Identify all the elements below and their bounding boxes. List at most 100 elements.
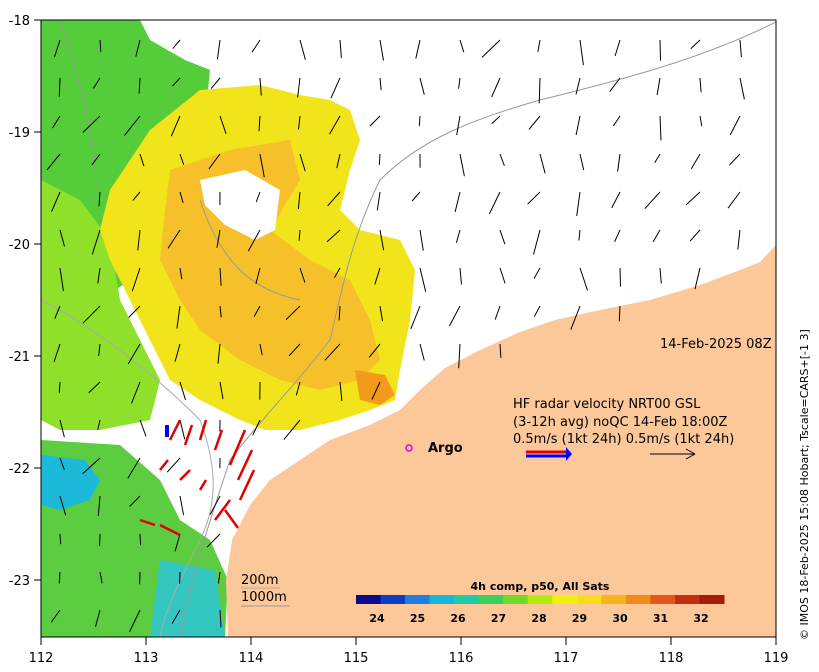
current-arrow (179, 153, 185, 165)
current-arrow (138, 77, 141, 94)
current-arrow (456, 115, 461, 136)
argo-marker (405, 444, 413, 452)
current-arrow (46, 153, 61, 171)
current-arrow (410, 305, 421, 330)
current-arrow (368, 343, 381, 358)
current-arrow (170, 115, 181, 137)
current-arrow (255, 267, 261, 285)
current-arrow (411, 191, 421, 202)
y-tick-label: -21 (9, 350, 30, 365)
colorbar-tick-label: 24 (369, 612, 385, 625)
current-arrow (210, 77, 221, 89)
current-arrow (324, 343, 341, 361)
current-arrow (533, 305, 541, 317)
current-arrow (135, 39, 141, 57)
current-arrow (217, 571, 221, 584)
current-arrow (299, 39, 306, 60)
current-arrow (124, 115, 141, 136)
colorbar-tick-label: 27 (491, 612, 506, 625)
current-arrow (619, 267, 621, 287)
current-arrow (283, 419, 301, 440)
sst-orange-hot (355, 370, 395, 405)
current-arrow (95, 609, 101, 627)
current-arrow (54, 305, 61, 319)
current-arrow (459, 39, 465, 53)
current-arrow (336, 153, 341, 169)
current-arrow (179, 419, 186, 440)
current-arrow (219, 267, 222, 286)
current-arrow (127, 343, 141, 365)
current-arrow (131, 267, 141, 292)
current-arrow (699, 77, 702, 93)
current-arrow (690, 39, 701, 50)
current-arrow (659, 115, 662, 141)
current-arrow (379, 305, 383, 321)
current-arrow (617, 153, 621, 172)
current-arrow (527, 191, 541, 205)
colorbar-segment (601, 595, 627, 604)
hf-radar-vectors (139, 419, 256, 537)
colorbar-title: 4h comp, p50, All Sats (471, 580, 610, 593)
current-arrow (253, 305, 261, 317)
colorbar-segment (576, 595, 602, 604)
current-arrow (575, 77, 581, 95)
current-arrow (99, 39, 102, 52)
current-arrow (97, 419, 101, 430)
current-arrow (659, 39, 661, 61)
current-arrow (139, 533, 142, 545)
current-arrow (216, 229, 221, 248)
y-tick-label: -23 (9, 574, 30, 589)
y-tick-label: -18 (9, 14, 30, 29)
current-arrow (338, 305, 341, 321)
current-arrow (54, 39, 61, 58)
current-arrow (51, 115, 61, 129)
current-arrow (737, 229, 741, 250)
hf-radar-scale: 0.5m/s (1kt 24h) 0.5m/s (1kt 24h) (513, 432, 734, 447)
current-arrow (174, 533, 181, 552)
current-arrow (258, 115, 261, 132)
current-arrow (209, 495, 221, 515)
current-arrow (58, 381, 61, 393)
current-arrow (727, 191, 741, 209)
current-arrow (285, 305, 301, 320)
current-arrow (91, 153, 101, 166)
current-arrow (494, 305, 501, 320)
current-arrow (167, 229, 181, 249)
y-tick-label: -20 (9, 238, 30, 253)
current-arrow (59, 457, 65, 471)
current-arrow (326, 229, 341, 243)
x-tick-label: 116 (449, 651, 474, 666)
current-arrow (127, 457, 141, 479)
current-arrow (91, 229, 101, 255)
current-arrow (694, 267, 701, 290)
current-arrow (299, 153, 306, 172)
current-arrow (415, 39, 421, 59)
current-arrow (379, 77, 382, 91)
current-arrow (459, 267, 462, 285)
current-arrow (374, 267, 381, 285)
current-arrow (339, 39, 342, 58)
current-arrow (98, 343, 101, 356)
current-arrow (533, 267, 541, 279)
current-arrow (219, 305, 222, 318)
current-arrow (729, 153, 741, 166)
current-arrow (644, 191, 661, 210)
current-arrow (376, 191, 381, 211)
scale-arrow-black (650, 448, 696, 460)
current-arrow (174, 343, 181, 362)
colorbar-segment (503, 595, 529, 604)
colorbar-segment (625, 595, 651, 604)
current-arrow (251, 39, 261, 53)
current-arrow (379, 229, 385, 251)
y-tick-label: -22 (9, 462, 30, 477)
cloud-gap (200, 170, 280, 240)
current-arrow (659, 267, 662, 284)
current-arrow (51, 191, 61, 212)
current-arrow (88, 381, 101, 394)
current-arrow (334, 267, 341, 278)
current-arrow (499, 343, 502, 358)
sst-green-band (41, 180, 160, 430)
hf-radar-blue-marker (165, 425, 169, 437)
colorbar-tick-label: 26 (450, 612, 466, 625)
hf-radar-title: HF radar velocity NRT00 GSL (513, 397, 701, 412)
